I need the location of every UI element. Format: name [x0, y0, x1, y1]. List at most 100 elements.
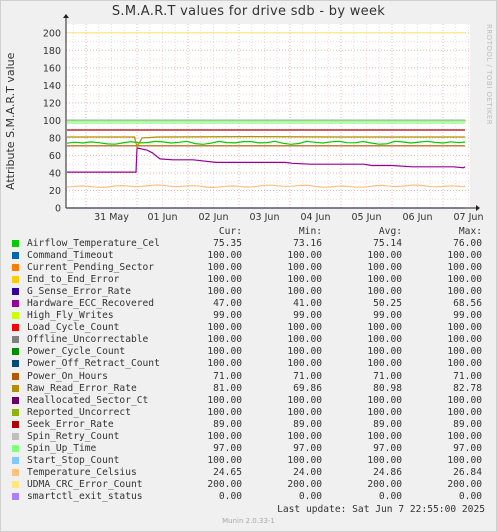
last-update: Last update: Sat Jun 7 22:55:00 2025 — [277, 504, 485, 515]
legend-value-cur: 71.00 — [213, 370, 242, 382]
legend-series-name: Start_Stop_Count — [27, 454, 120, 466]
legend-value-avg: 100.00 — [367, 274, 402, 286]
y-tick-label: 40 — [49, 168, 61, 179]
x-tick-label: 02 Jun — [199, 212, 229, 223]
legend-series-name: Current_Pending_Sector — [27, 262, 155, 274]
legend-value-max: 0.00 — [458, 490, 482, 502]
y-tick-label: 200 — [43, 28, 61, 39]
legend-value-min: 100.00 — [287, 406, 322, 418]
legend-value-max: 99.00 — [453, 310, 482, 322]
legend-value-max: 100.00 — [447, 430, 482, 442]
legend-value-avg: 100.00 — [367, 322, 402, 334]
y-axis-arrow — [63, 14, 69, 18]
legend-series-name: Spin_Retry_Count — [27, 430, 120, 442]
legend-series-name: G_Sense_Error_Rate — [27, 286, 131, 298]
legend-series-name: High_Fly_Writes — [27, 310, 114, 322]
y-tick-label: 20 — [49, 186, 61, 197]
legend-value-min: 73.16 — [293, 238, 322, 249]
legend-swatch — [12, 336, 19, 344]
legend-value-cur: 100.00 — [207, 454, 242, 466]
legend-row: Reported_Uncorrect 100.00 100.00 100.00 100.… — [12, 407, 487, 419]
legend-value-cur: 100.00 — [207, 334, 242, 346]
legend-swatch — [12, 288, 19, 296]
legend-series-name: Command_Timeout — [27, 250, 114, 262]
legend-value-min: 100.00 — [287, 334, 322, 346]
legend-swatch — [12, 420, 19, 428]
legend-value-avg: 100.00 — [367, 406, 402, 418]
legend-series-name: Power_On_Hours — [27, 370, 108, 382]
legend-value-avg: 80.98 — [373, 382, 402, 394]
legend-table: Cur: Min: Avg: Max: Airflow_Temperature_… — [12, 226, 487, 503]
legend-value-cur: 100.00 — [207, 262, 242, 274]
legend-row: End_to_End_Error 100.00 100.00 100.00 100.00 — [12, 274, 487, 286]
legend-swatch — [12, 468, 19, 476]
legend-value-min: 69.86 — [293, 382, 322, 394]
legend-value-cur: 100.00 — [207, 250, 242, 262]
legend-value-max: 89.00 — [453, 418, 482, 430]
legend-value-min: 0.00 — [298, 490, 322, 502]
legend-row: Reallocated_Sector_Ct 100.00 100.00 100.00 1… — [12, 395, 487, 407]
legend-swatch — [12, 264, 19, 272]
legend-value-max: 100.00 — [447, 358, 482, 370]
legend-swatch — [12, 312, 19, 320]
legend-value-avg: 100.00 — [367, 262, 402, 274]
x-tick-label: 04 Jun — [301, 212, 331, 223]
y-tick-label: 80 — [49, 133, 61, 144]
legend-row: Hardware_ECC_Recovered 47.00 41.00 50.25 68.… — [12, 298, 487, 310]
legend-value-cur: 100.00 — [207, 274, 242, 286]
legend-value-cur: 75.35 — [213, 238, 242, 249]
legend-row: Start_Stop_Count 100.00 100.00 100.00 100.00 — [12, 455, 487, 467]
legend-swatch — [12, 456, 19, 464]
legend-row: Offline_Uncorrectable 100.00 100.00 100.00 1… — [12, 334, 487, 346]
legend-value-cur: 200.00 — [207, 478, 242, 490]
legend-header-avg: Avg: — [378, 226, 402, 237]
legend-row: High_Fly_Writes 99.00 99.00 99.00 99.00 — [12, 310, 487, 322]
axis-tick-labels: 0 20 40 60 80 100 120 140 160 180 200 31 May 01 Jun 0… — [43, 28, 484, 223]
legend-value-avg: 200.00 — [367, 478, 402, 490]
legend-value-avg: 100.00 — [367, 430, 402, 442]
legend-swatch — [12, 240, 19, 247]
legend-value-max: 100.00 — [447, 262, 482, 274]
legend-swatch — [12, 252, 19, 260]
legend-header-cur: Cur: — [218, 226, 242, 237]
legend-value-max: 82.78 — [453, 382, 482, 394]
legend-row: Spin_Up_Time 97.00 97.00 97.00 97.00 — [12, 443, 487, 455]
legend-row: Seek_Error_Rate 89.00 89.00 89.00 89.00 — [12, 419, 487, 431]
x-tick-label: 03 Jun — [250, 212, 280, 223]
chart-plot: 0 20 40 60 80 100 120 140 160 180 200 31 May 01 Jun 0… — [43, 14, 484, 223]
legend-swatch — [12, 480, 19, 488]
x-axis-arrow — [476, 205, 480, 211]
legend-series-name: End_to_End_Error — [27, 274, 120, 286]
legend-row: G_Sense_Error_Rate 100.00 100.00 100.00 100.… — [12, 286, 487, 298]
legend-value-cur: 100.00 — [207, 346, 242, 358]
y-tick-label: 0 — [55, 204, 61, 215]
legend-series-name: Temperature_Celsius — [27, 466, 137, 478]
legend-value-min: 100.00 — [287, 454, 322, 466]
legend-value-max: 97.00 — [453, 442, 482, 454]
legend-value-avg: 75.14 — [373, 238, 402, 249]
legend-swatch — [12, 492, 19, 500]
legend-row: Power_Off_Retract_Count 100.00 100.00 100.0… — [12, 358, 487, 370]
legend-value-max: 100.00 — [447, 274, 482, 286]
legend-value-avg: 100.00 — [367, 286, 402, 298]
series-line — [66, 140, 466, 145]
y-tick-label: 120 — [43, 98, 61, 109]
legend-value-min: 100.00 — [287, 286, 322, 298]
y-tick-label: 160 — [43, 63, 61, 74]
legend-row: Airflow_Temperature_Cel 75.35 73.16 75.14 76… — [12, 238, 487, 250]
plot-area — [66, 24, 470, 208]
legend-series-name: smartctl_exit_status — [27, 490, 143, 502]
legend-value-cur: 99.00 — [213, 310, 242, 322]
legend-value-avg: 71.00 — [373, 370, 402, 382]
legend-value-min: 200.00 — [287, 478, 322, 490]
legend-value-cur: 47.00 — [213, 298, 242, 310]
legend-value-max: 200.00 — [447, 478, 482, 490]
legend-value-cur: 100.00 — [207, 430, 242, 442]
legend-value-cur: 100.00 — [207, 394, 242, 406]
legend-value-cur: 97.00 — [213, 442, 242, 454]
legend-swatch — [12, 300, 19, 308]
series-line — [67, 147, 466, 173]
legend-swatch — [12, 348, 19, 356]
legend-series-name: Spin_Up_Time — [27, 442, 97, 454]
legend-value-min: 100.00 — [287, 430, 322, 442]
